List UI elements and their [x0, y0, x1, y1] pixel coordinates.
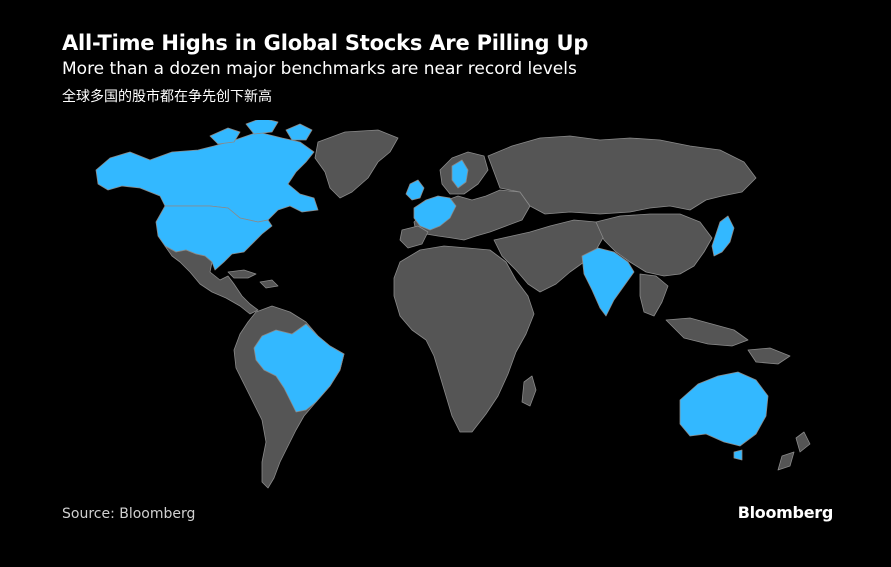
chart-title: All-Time Highs in Global Stocks Are Pill…	[62, 31, 589, 55]
canada-islands	[209, 120, 313, 145]
sweden	[451, 159, 469, 189]
mexico-central-america	[164, 245, 259, 315]
canada	[95, 131, 319, 223]
source-note: Source: Bloomberg	[62, 506, 196, 522]
caribbean	[227, 269, 279, 289]
southeast-asia	[639, 273, 749, 347]
india	[581, 247, 635, 317]
papua-new-guinea	[747, 347, 791, 365]
chart-subtitle: More than a dozen major benchmarks are n…	[62, 59, 577, 79]
tasmania	[733, 449, 743, 461]
japan	[711, 215, 735, 257]
world-map	[95, 120, 811, 489]
united-kingdom	[405, 179, 425, 201]
iberia	[399, 225, 429, 249]
russia	[487, 135, 757, 215]
bloomberg-logo: Bloomberg	[737, 503, 834, 522]
greenland	[314, 129, 399, 199]
china	[595, 213, 713, 277]
new-zealand	[777, 431, 811, 471]
brazil	[253, 323, 345, 413]
chart-subtitle-chinese: 全球多国的股市都在争先创下新高	[62, 89, 272, 105]
australia	[679, 371, 769, 447]
western-europe-highlight	[413, 195, 457, 231]
madagascar	[521, 375, 537, 407]
africa	[393, 245, 535, 433]
